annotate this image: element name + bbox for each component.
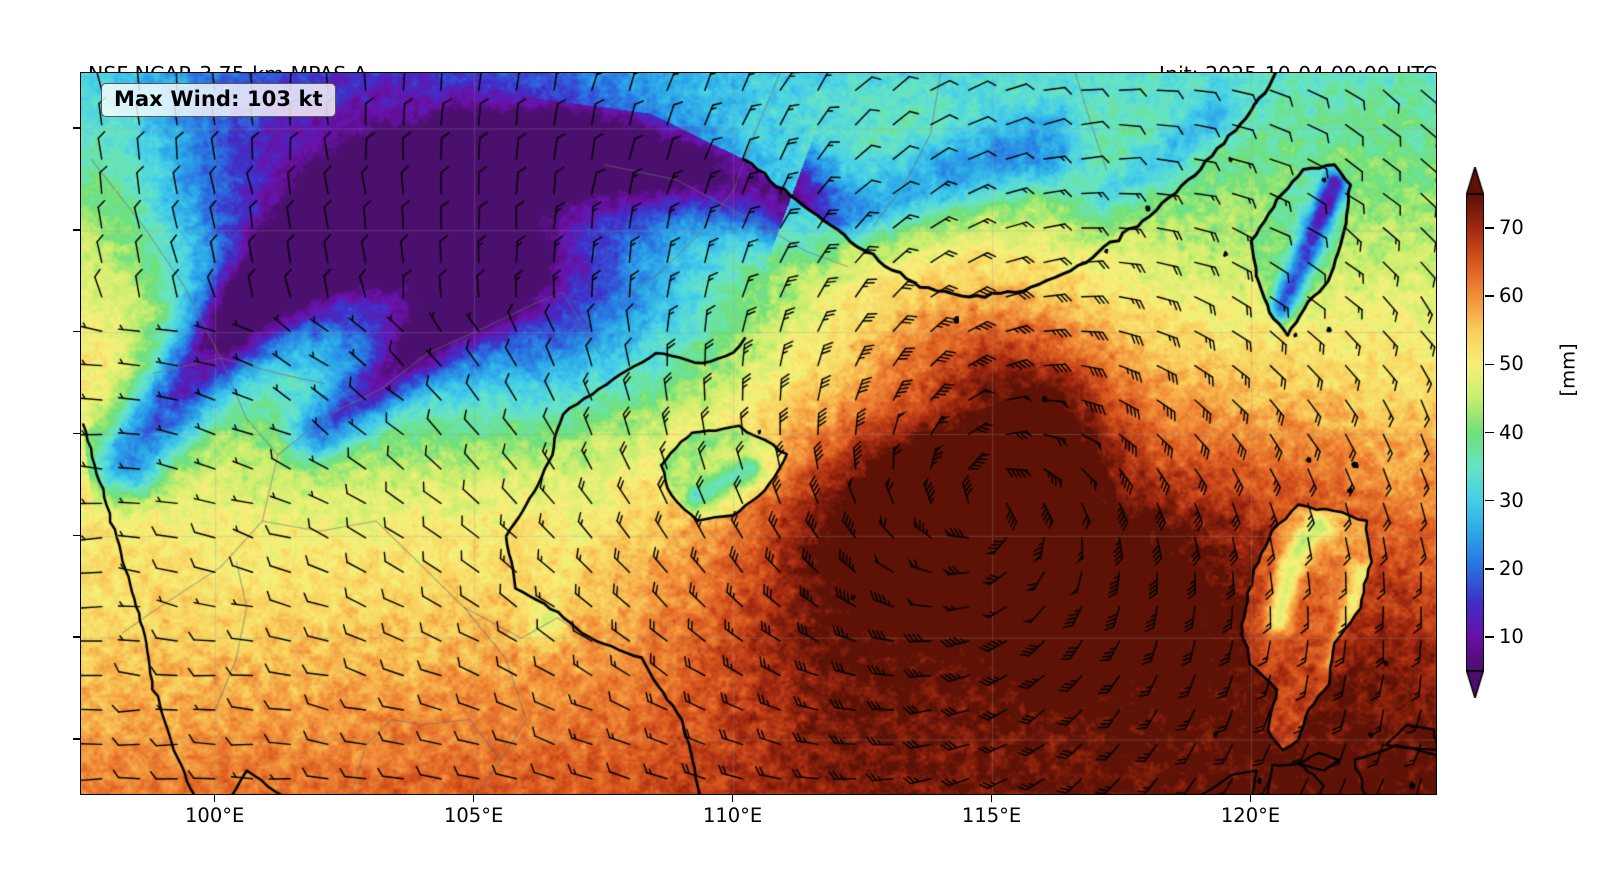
wind-barb-overlay xyxy=(81,73,1436,794)
lat-tick-mark xyxy=(73,330,80,333)
lat-tick-mark xyxy=(73,229,80,231)
map-plot-area xyxy=(80,72,1437,795)
colorbar-tick-label: 70 xyxy=(1499,216,1524,240)
lon-tick-label: 120°E xyxy=(1220,804,1281,827)
colorbar-extend-min-arrow xyxy=(1466,671,1484,698)
colorbar-tick-label: 20 xyxy=(1499,556,1524,580)
colorbar-tick-mark xyxy=(1485,567,1494,570)
lon-tick-label: 110°E xyxy=(702,804,763,827)
lat-tick-mark xyxy=(73,738,80,740)
colorbar-extend-max-arrow xyxy=(1466,167,1484,194)
lon-tick-mark xyxy=(990,795,993,802)
colorbar-tick-mark xyxy=(1485,636,1494,638)
lon-tick-label: 115°E xyxy=(961,804,1022,827)
colorbar-tick-label: 60 xyxy=(1499,284,1524,308)
lat-tick-mark xyxy=(73,127,80,129)
lat-tick-mark xyxy=(73,432,80,435)
colorbar-tick-mark xyxy=(1485,431,1494,434)
lat-tick-mark xyxy=(73,534,80,537)
lon-tick-label: 105°E xyxy=(443,804,504,827)
lat-tick-mark xyxy=(73,636,80,638)
colorbar-tick-label: 30 xyxy=(1499,488,1524,512)
colorbar-tick-label: 10 xyxy=(1499,624,1524,648)
colorbar-tick-mark xyxy=(1485,295,1494,297)
lon-tick-mark xyxy=(213,795,216,802)
colorbar: 70 60 50 40 30 20 10 xyxy=(1462,167,1524,698)
lon-tick-mark xyxy=(472,795,475,802)
lon-tick-label: 100°E xyxy=(185,804,245,827)
colorbar-tick-mark xyxy=(1485,363,1494,366)
colorbar-tick-mark xyxy=(1485,499,1494,502)
lon-tick-mark xyxy=(1249,795,1252,802)
colorbar-unit-label: [mm] xyxy=(1556,343,1580,397)
colorbar-tick-label: 50 xyxy=(1499,352,1524,376)
lon-tick-mark xyxy=(731,795,734,802)
colorbar-gradient xyxy=(1466,194,1484,671)
colorbar-tick-mark xyxy=(1485,227,1494,229)
max-wind-annotation: Max Wind: 103 kt xyxy=(101,83,336,117)
colorbar-tick-label: 40 xyxy=(1499,420,1524,444)
